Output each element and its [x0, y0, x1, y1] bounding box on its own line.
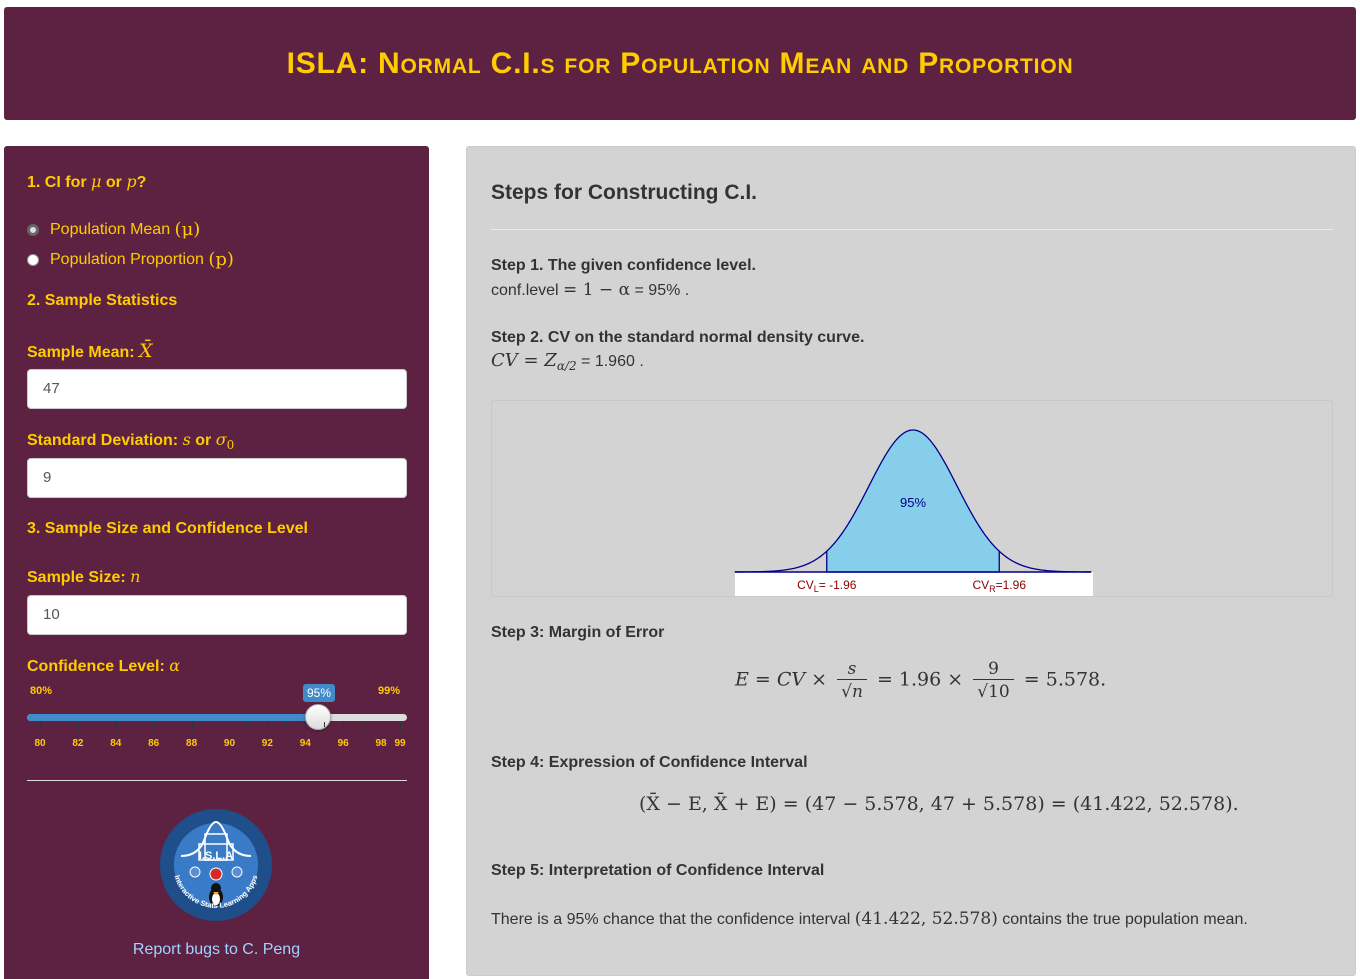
slider-tick	[210, 722, 212, 727]
slider-tick	[267, 722, 269, 731]
slider-tick-label: 82	[72, 738, 84, 749]
slider-tick-label: 86	[148, 738, 160, 749]
normal-curve-svg: 95% CVL= -1.96 CVR=1.96	[734, 429, 1093, 596]
slider-max-label: 99%	[378, 685, 401, 697]
confidence-level-label: Confidence Level: α	[27, 656, 181, 675]
sample-mean-label: Sample Mean: X̄	[27, 340, 153, 362]
main-title: Steps for Constructing C.I.	[491, 181, 758, 204]
main-divider	[491, 229, 1333, 230]
step5-title: Step 5: Interpretation of Confidence Int…	[491, 862, 825, 879]
slider-tick	[115, 722, 117, 731]
sample-size-input[interactable]: 10	[27, 595, 407, 635]
step5-interpretation: There is a 95% chance that the confidenc…	[491, 909, 1248, 929]
radio-population-mean[interactable]: Population Mean (μ)	[27, 219, 200, 240]
slider-tick	[134, 722, 136, 727]
isla-logo: I.S.L.A Interactive Stats Learning Apps	[160, 809, 272, 921]
slider-tick-label: 90	[223, 738, 236, 749]
radio-button-proportion[interactable]	[27, 253, 39, 266]
slider-tick	[172, 722, 174, 727]
slider-tick	[324, 722, 326, 727]
slider-tick	[286, 722, 288, 727]
step2-title: Step 2. CV on the standard normal densit…	[491, 329, 865, 346]
slider-tick	[400, 722, 401, 731]
report-bugs-link[interactable]: Report bugs to C. Peng	[132, 941, 301, 958]
slider-tick	[229, 722, 231, 731]
radio-population-proportion[interactable]: Population Proportion (p)	[27, 249, 234, 270]
slider-tick-label: 99	[394, 738, 406, 749]
confidence-area	[826, 429, 1000, 573]
slider-tick	[343, 722, 345, 731]
slider-tick	[305, 722, 307, 731]
cv-left-label: CVL= -1.96	[797, 578, 857, 594]
slider-tick-label: 96	[337, 738, 349, 749]
slider-tick-label: 94	[299, 738, 311, 749]
sidebar: 1. CI for μ or p? Population Mean (μ) Po…	[4, 146, 429, 979]
step2-formula: CV = Zα/2 = 1.960 .	[491, 350, 644, 374]
sd-label: Standard Deviation: s or σ0	[27, 430, 235, 453]
slider-tick-label: 92	[261, 738, 273, 749]
curve-tail-left	[734, 550, 828, 573]
confidence-slider-fill	[27, 714, 325, 721]
step3-title: Step 3: Margin of Error	[491, 624, 665, 641]
slider-tick-labels: 80 82 84 86 88 90 92 94 96 98 99	[4, 738, 429, 752]
sample-mean-input[interactable]: 47	[27, 369, 407, 409]
page-title: ISLA: Normal C.I.s for Population Mean a…	[286, 46, 1074, 80]
slider-tick	[77, 722, 79, 731]
step1-title: Step 1. The given confidence level.	[491, 257, 756, 274]
plot-axis-area	[735, 572, 1093, 596]
slider-tick-label: 80	[34, 738, 46, 749]
main-panel: Steps for Constructing C.I. Step 1. The …	[466, 146, 1356, 976]
slider-tick	[96, 722, 98, 727]
confidence-area-label: 95%	[900, 495, 926, 510]
slider-tick-label: 98	[375, 738, 387, 749]
confidence-slider-track[interactable]	[27, 714, 407, 721]
sample-size-label: Sample Size: n	[27, 567, 141, 586]
slider-tick	[381, 722, 383, 731]
step4-title: Step 4: Expression of Confidence Interva…	[491, 754, 808, 771]
slider-tick	[58, 722, 60, 727]
slider-tick-label: 88	[186, 738, 198, 749]
slider-value-label: 95%	[303, 684, 335, 702]
slider-tick	[248, 722, 250, 727]
section-sample-stats-title: 2. Sample Statistics	[27, 292, 178, 309]
section-size-conf-title: 3. Sample Size and Confidence Level	[27, 520, 308, 537]
step4-formula: (X̄ − E, X̄ + E) = (47 − 5.578, 47 + 5.5…	[639, 793, 1239, 815]
slider-tick	[191, 722, 193, 731]
step3-formula: E = CV × s √n = 1.96 × 9 √10 = 5.578.	[735, 659, 1107, 702]
curve-tail-right	[998, 550, 1092, 573]
svg-text:I.S.L.A: I.S.L.A	[199, 850, 233, 862]
slider-tick	[362, 722, 364, 727]
cv-right-label: CVR=1.96	[972, 578, 1026, 594]
sd-input[interactable]: 9	[27, 458, 407, 498]
slider-ticks	[40, 722, 401, 734]
slider-tick-label: 84	[110, 738, 122, 749]
app-header: ISLA: Normal C.I.s for Population Mean a…	[4, 7, 1356, 120]
step1-formula: conf.level = 1 − α = 95% .	[491, 280, 690, 300]
section-ci-type-title: 1. CI for μ or p?	[27, 172, 147, 191]
normal-density-plot: 95% CVL= -1.96 CVR=1.96	[491, 400, 1333, 597]
sidebar-divider	[27, 780, 407, 781]
radio-button-mean[interactable]	[27, 223, 39, 236]
slider-tick	[153, 722, 155, 731]
slider-min-label: 80%	[30, 685, 53, 697]
confidence-slider-handle[interactable]	[305, 704, 331, 730]
slider-tick	[40, 722, 41, 731]
